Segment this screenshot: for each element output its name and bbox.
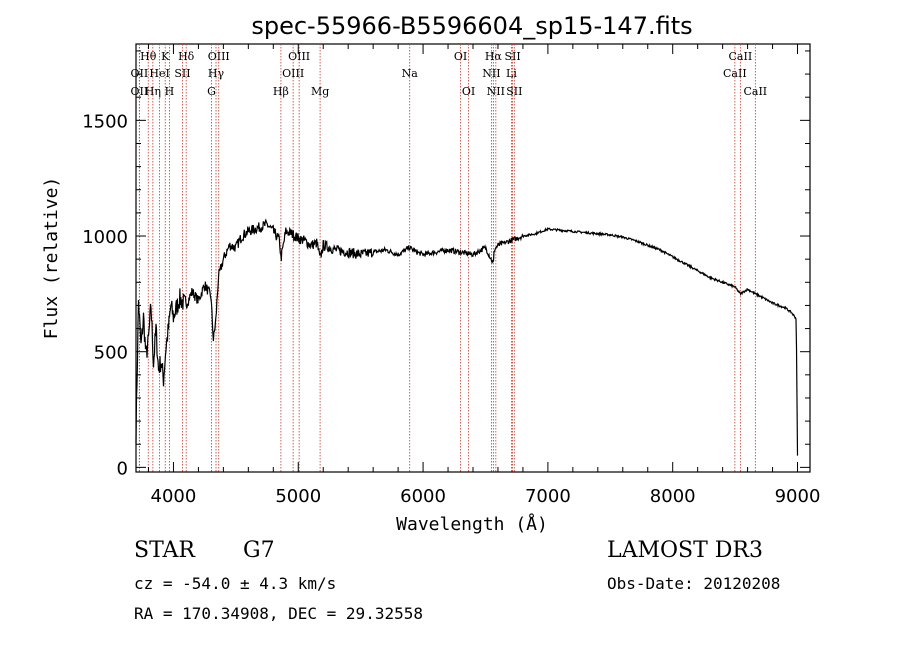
spectral-line-label: H — [165, 85, 175, 98]
x-tick-label: 9000 — [775, 486, 821, 507]
spectral-line-label: OIII — [282, 67, 304, 80]
y-axis-ticks: 0 500 1000 1500 — [82, 50, 810, 479]
spectral-line-label: OIII — [288, 50, 310, 63]
x-tick-label: 8000 — [650, 486, 696, 507]
spectral-line-label: SII — [506, 85, 522, 98]
spectral-line-label: Hα — [485, 50, 503, 63]
spectral-line-label: Hδ — [178, 50, 195, 63]
x-axis-label: Wavelength (Å) — [396, 513, 548, 535]
spectral-line-label: OIII — [208, 50, 230, 63]
flux-series-line — [135, 218, 799, 456]
spectral-line-label: HeI — [149, 67, 169, 80]
survey-name: LAMOST DR3 — [607, 538, 763, 563]
spectral-line-label: CaII — [729, 50, 753, 63]
x-tick-label: 7000 — [525, 486, 571, 507]
y-tick-label: 1500 — [82, 111, 128, 132]
spectral-line-label: SII — [174, 67, 190, 80]
x-tick-label: 5000 — [275, 486, 321, 507]
spectral-line-label: NII — [482, 67, 500, 80]
x-tick-label: 6000 — [400, 486, 446, 507]
spectral-line-label: OII — [131, 67, 149, 80]
spectral-line-label: Hη — [145, 85, 161, 98]
y-tick-label: 500 — [94, 343, 128, 364]
spectral-line-label: NII — [487, 85, 505, 98]
y-axis-label: Flux (relative) — [41, 177, 62, 340]
y-tick-label: 1000 — [82, 227, 128, 248]
obs-date: Obs-Date: 20120208 — [607, 574, 781, 593]
object-class: STAR — [134, 538, 195, 563]
spectral-line-label: Mg — [311, 85, 329, 98]
spectral-line-label: Hβ — [273, 85, 289, 98]
x-axis-ticks: 4000 5000 6000 7000 8000 9000 — [147, 44, 821, 507]
object-subclass: G7 — [243, 538, 275, 563]
spectral-line-label: K — [161, 50, 170, 63]
spectral-line-label: CaII — [743, 85, 767, 98]
spectral-line-label: OII — [131, 85, 149, 98]
spectral-line-label: Li — [506, 67, 517, 80]
spectral-line-label: OI — [462, 85, 475, 98]
chart-title: spec-55966-B5596604_sp15-147.fits — [251, 12, 692, 40]
x-tick-label: 4000 — [151, 486, 197, 507]
spectral-line-markers — [138, 44, 756, 472]
plot-frame — [135, 43, 811, 473]
redshift-value: cz = -54.0 ± 4.3 km/s — [134, 574, 337, 593]
spectral-line-label: OI — [454, 50, 467, 63]
spectral-line-label: G — [207, 85, 216, 98]
spectral-line-label: SII — [504, 50, 520, 63]
spectral-line-label: Na — [402, 67, 419, 80]
spectral-line-label: Hθ — [140, 50, 157, 63]
y-tick-label: 0 — [117, 458, 128, 479]
spectral-line-label: Hγ — [208, 67, 225, 80]
coordinates: RA = 170.34908, DEC = 29.32558 — [134, 604, 423, 623]
spectral-line-label: CaII — [723, 67, 747, 80]
